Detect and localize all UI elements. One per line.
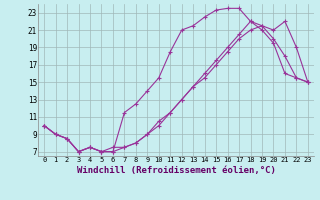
X-axis label: Windchill (Refroidissement éolien,°C): Windchill (Refroidissement éolien,°C)	[76, 166, 276, 175]
